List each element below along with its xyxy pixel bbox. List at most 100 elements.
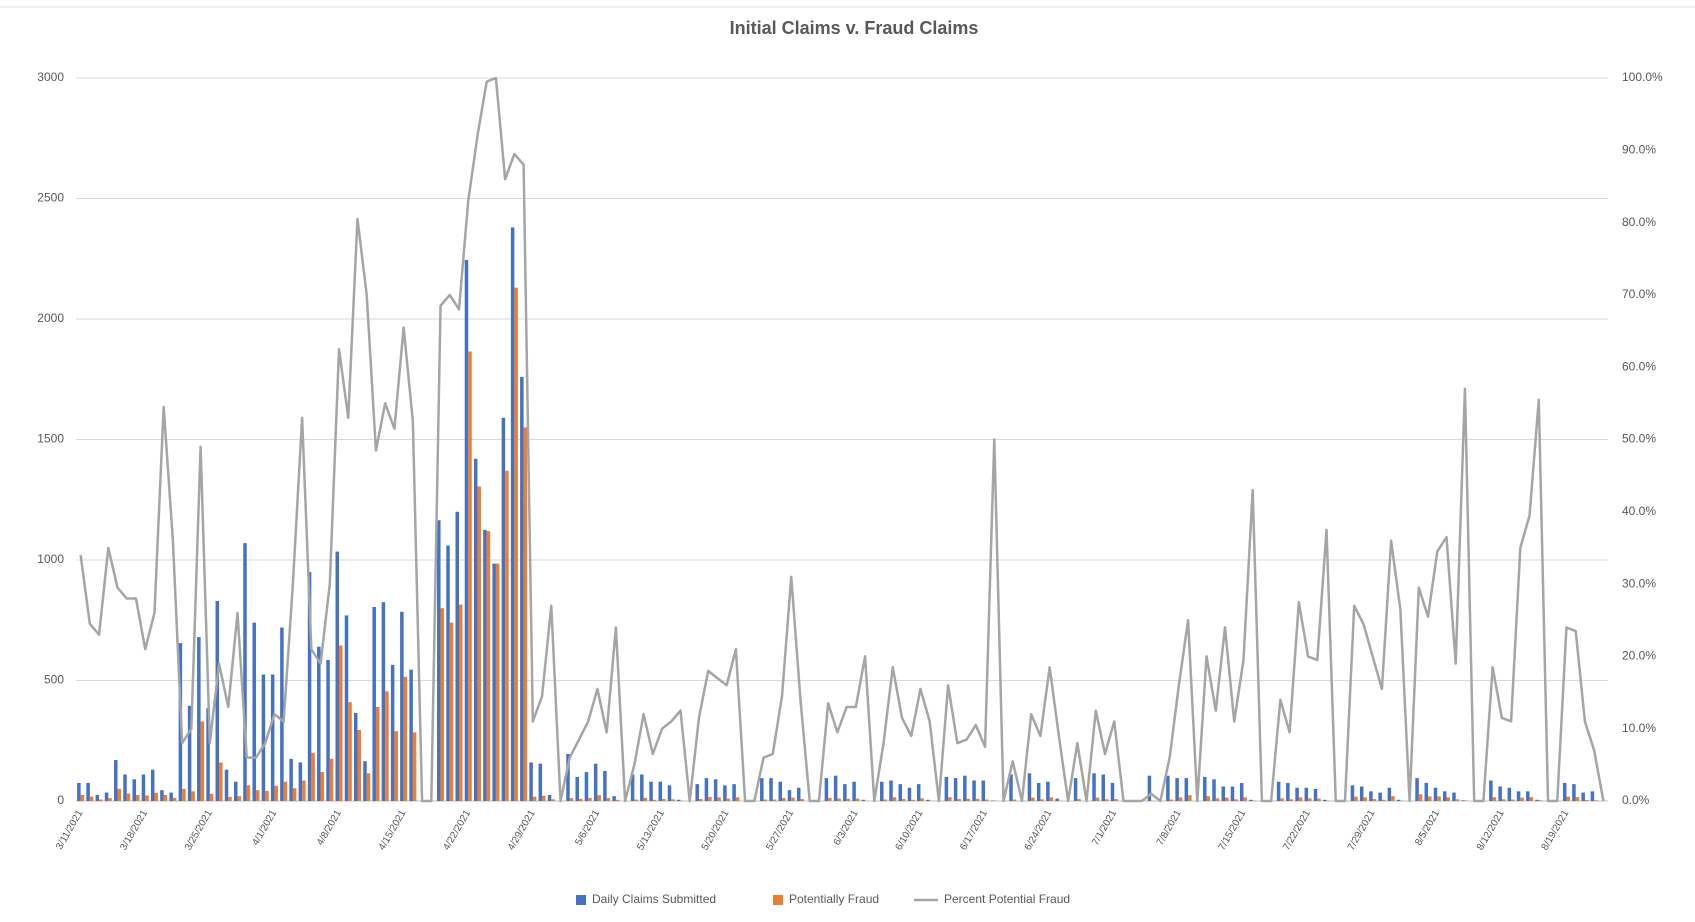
bar	[579, 799, 583, 801]
bar	[123, 774, 127, 801]
bar	[612, 796, 616, 801]
bar	[529, 762, 533, 801]
bar	[954, 778, 958, 801]
bar	[1092, 773, 1096, 801]
bar	[779, 782, 783, 801]
bar	[210, 794, 214, 801]
bar	[533, 797, 537, 801]
bar	[394, 731, 398, 801]
bar	[607, 798, 611, 801]
bar	[413, 732, 417, 801]
bar	[326, 660, 330, 801]
bar	[1013, 800, 1017, 801]
bar	[372, 607, 376, 801]
bar	[847, 799, 851, 801]
bar	[376, 707, 380, 801]
y2-tick-label: 80.0%	[1622, 215, 1656, 229]
legend-swatch	[773, 895, 783, 905]
bar	[1170, 800, 1174, 801]
bar	[1037, 783, 1041, 801]
y-tick-label: 500	[44, 673, 64, 687]
bar	[252, 623, 256, 801]
bar	[118, 789, 122, 801]
bar	[1299, 797, 1303, 801]
y-tick-label: 1500	[37, 432, 64, 446]
bar	[1419, 794, 1423, 801]
bar	[511, 227, 515, 801]
bar	[1535, 800, 1539, 801]
bar	[548, 795, 552, 801]
bar	[1308, 798, 1312, 801]
bar	[409, 670, 413, 801]
bar	[1526, 791, 1530, 801]
bar	[1539, 800, 1543, 801]
bar	[764, 800, 768, 801]
bar	[1391, 796, 1395, 801]
bar	[1046, 782, 1050, 801]
bar	[455, 512, 459, 801]
bar	[1530, 797, 1534, 801]
bar	[173, 798, 177, 801]
bar	[391, 665, 395, 801]
bar	[265, 791, 269, 801]
bar	[1031, 798, 1035, 801]
bar	[520, 377, 524, 801]
bar	[151, 770, 155, 801]
legend-label: Percent Potential Fraud	[944, 892, 1070, 906]
y2-tick-label: 30.0%	[1622, 576, 1656, 590]
bar	[1446, 797, 1450, 801]
legend-label: Potentially Fraud	[789, 892, 879, 906]
bar	[898, 784, 902, 801]
bar	[699, 799, 703, 801]
bar	[1040, 799, 1044, 801]
bar	[1305, 788, 1309, 801]
y2-tick-label: 0.0%	[1622, 793, 1650, 807]
bar	[1378, 793, 1382, 801]
bar	[437, 520, 441, 801]
bar	[982, 781, 986, 801]
bar	[225, 770, 229, 801]
bar	[634, 800, 638, 801]
bar	[1456, 799, 1460, 801]
bar	[1203, 777, 1207, 801]
bar	[1175, 778, 1179, 801]
bar	[1373, 799, 1377, 801]
bar	[542, 796, 546, 801]
bar	[920, 798, 924, 801]
bar	[492, 564, 496, 801]
bar	[1277, 782, 1281, 801]
bar	[1363, 797, 1367, 801]
bar	[1434, 788, 1438, 801]
bar	[216, 601, 220, 801]
y2-tick-label: 60.0%	[1622, 359, 1656, 373]
bar	[1360, 787, 1364, 801]
x-tick-label: 7/22/2021	[1281, 808, 1313, 852]
x-tick-label: 6/3/2021	[832, 808, 861, 848]
y-tick-label: 0	[57, 793, 64, 807]
bar	[1240, 783, 1244, 801]
bar	[465, 260, 469, 801]
bar	[668, 785, 672, 801]
bar	[284, 782, 288, 801]
bar	[551, 799, 555, 801]
bar	[732, 784, 736, 801]
x-tick-label: 7/1/2021	[1090, 808, 1119, 848]
bar	[234, 782, 238, 801]
bar	[243, 543, 247, 801]
bar	[90, 797, 94, 801]
bar	[468, 352, 472, 801]
bar	[1489, 781, 1493, 801]
bar	[585, 772, 589, 801]
bar	[800, 799, 804, 801]
bar	[649, 782, 653, 801]
bar	[357, 730, 361, 801]
bar	[201, 721, 205, 801]
bar	[336, 552, 340, 801]
bar	[302, 781, 306, 801]
bar	[705, 778, 709, 801]
bar	[1428, 796, 1432, 801]
bar	[1452, 793, 1456, 801]
x-tick-label: 8/12/2021	[1475, 808, 1507, 852]
bar	[385, 691, 389, 801]
bar	[717, 797, 721, 801]
